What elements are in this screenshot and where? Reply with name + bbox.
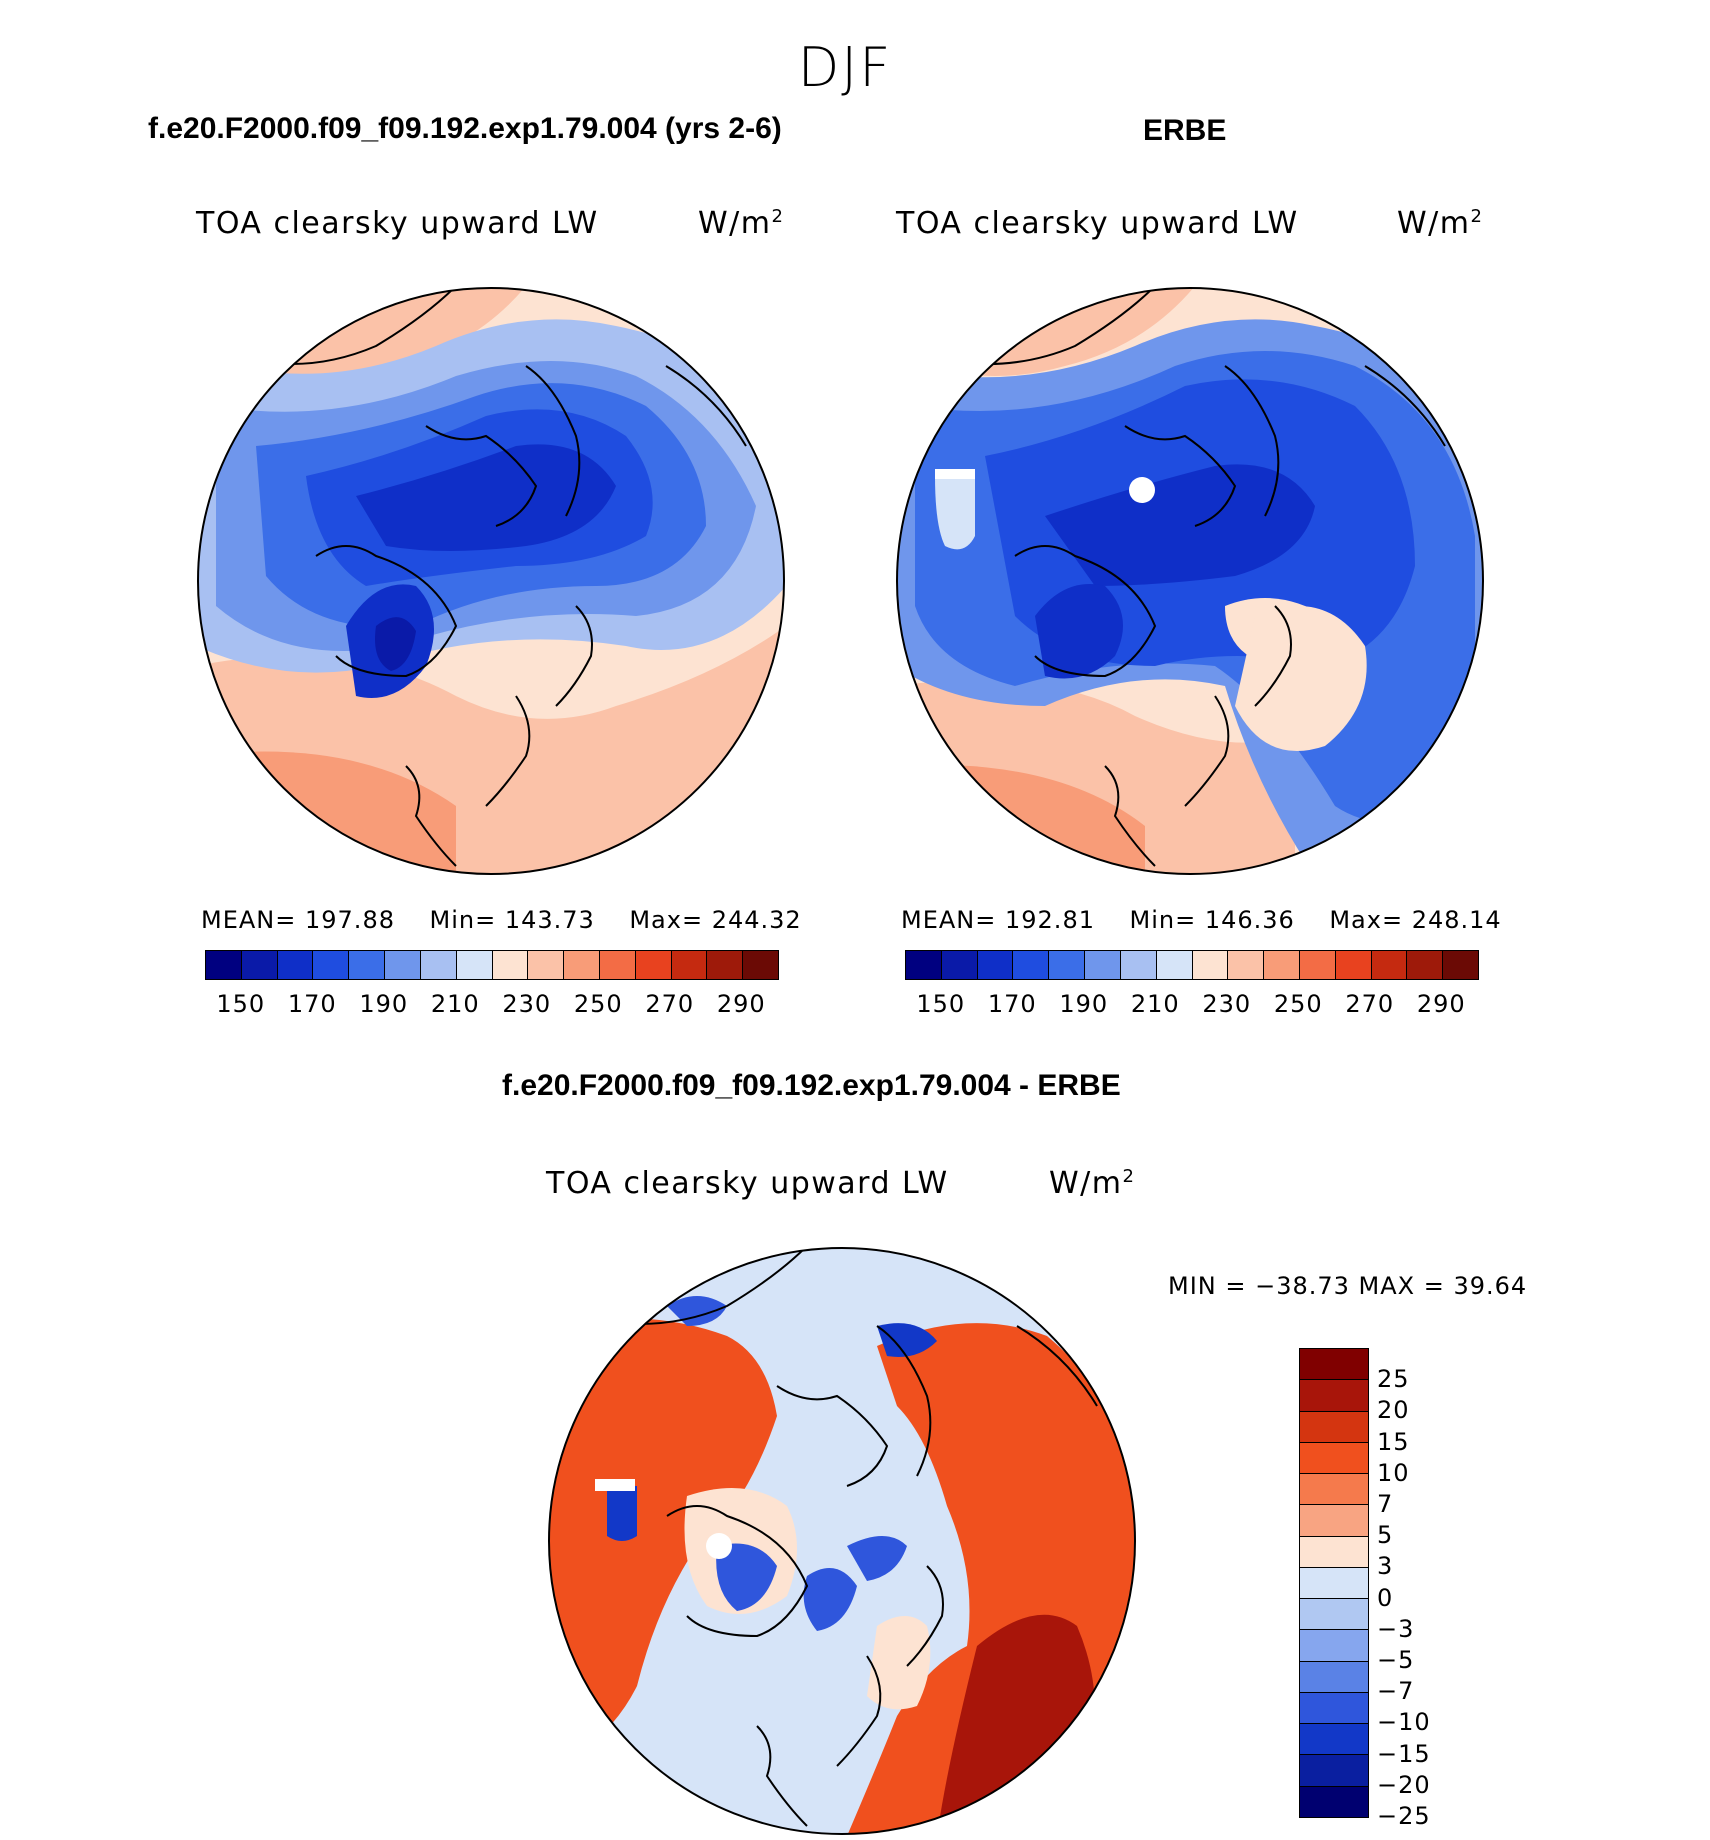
obs-colorbar-tick-label: 150 <box>916 990 966 1018</box>
obs-subtitle: TOA clearsky upward LW <box>896 206 1299 241</box>
obs-colorbar-tick-label: 270 <box>1345 990 1395 1018</box>
season-title: DJF <box>797 36 893 99</box>
diff-colorbar-tick-label: −25 <box>1377 1802 1431 1830</box>
obs-colorbar-segment <box>1156 951 1193 979</box>
model-colorbar-tick-label: 230 <box>502 990 552 1018</box>
diff-colorbar-tick-label: 7 <box>1377 1490 1394 1518</box>
obs-colorbar-segment <box>1228 951 1265 979</box>
diff-colorbar-segment <box>1300 1630 1368 1662</box>
diff-colorbar-segment <box>1300 1505 1368 1537</box>
model-colorbar-segment <box>241 951 278 979</box>
diff-colorbar-segment <box>1300 1442 1368 1475</box>
diff-colorbar <box>1299 1348 1369 1818</box>
diff-colorbar-tick-label: −10 <box>1377 1708 1431 1737</box>
model-colorbar-segment <box>492 951 529 979</box>
diff-unit: W/m2 <box>1049 1166 1136 1201</box>
diff-colorbar-tick-label: 0 <box>1377 1583 1394 1612</box>
diff-colorbar-segment <box>1300 1599 1368 1631</box>
model-colorbar-segment <box>206 951 242 979</box>
diff-colorbar-segment <box>1300 1692 1368 1725</box>
obs-stats: MEAN= 192.81 Min= 146.36 Max= 248.14 <box>901 906 1502 934</box>
obs-colorbar-tick-label: 250 <box>1273 990 1323 1018</box>
diff-colorbar-tick-label: −15 <box>1377 1739 1431 1768</box>
model-colorbar-tick-label: 190 <box>359 990 409 1018</box>
model-subtitle: TOA clearsky upward LW <box>196 206 599 241</box>
obs-colorbar-segment <box>906 951 942 979</box>
diff-colorbar-tick-label: 15 <box>1377 1427 1410 1456</box>
obs-colorbar-segment <box>1085 951 1121 979</box>
model-colorbar-segment <box>528 951 565 979</box>
obs-colorbar-segment <box>1407 951 1444 979</box>
diff-panel-header: f.e20.F2000.f09_f09.192.exp1.79.004 - ER… <box>502 1069 1121 1102</box>
diff-colorbar-tick-label: −20 <box>1377 1770 1431 1799</box>
model-panel-header: f.e20.F2000.f09_f09.192.exp1.79.004 (yrs… <box>148 112 782 145</box>
diff-colorbar-tick-label: 25 <box>1377 1365 1410 1394</box>
model-colorbar-segment <box>707 951 744 979</box>
diff-colorbar-tick-label: 5 <box>1377 1521 1394 1550</box>
obs-colorbar-tick-label: 290 <box>1416 990 1466 1018</box>
obs-colorbar-segment <box>1013 951 1050 979</box>
obs-colorbar-segment <box>941 951 978 979</box>
diff-polar-map <box>548 1247 1136 1835</box>
diff-colorbar-segment <box>1300 1661 1368 1693</box>
obs-colorbar-segment <box>1371 951 1408 979</box>
diff-colorbar-tick-label: −3 <box>1377 1614 1415 1643</box>
model-colorbar-segment <box>456 951 493 979</box>
diff-colorbar-segment <box>1300 1567 1368 1600</box>
diff-colorbar-tick-label: 10 <box>1377 1458 1410 1487</box>
obs-colorbar-segment <box>1264 951 1300 979</box>
model-colorbar-tick-label: 170 <box>287 990 337 1018</box>
diff-colorbar-segment <box>1300 1536 1368 1568</box>
model-colorbar-tick-label: 250 <box>573 990 623 1018</box>
obs-panel-header: ERBE <box>1143 114 1227 147</box>
diff-colorbar-tick-label: 20 <box>1377 1396 1410 1425</box>
model-stats: MEAN= 197.88 Min= 143.73 Max= 244.32 <box>201 906 802 934</box>
model-unit: W/m2 <box>698 206 785 241</box>
diff-colorbar-tick-label: −5 <box>1377 1646 1415 1674</box>
obs-colorbar-segment <box>1335 951 1372 979</box>
diff-stats: MIN = −38.73 MAX = 39.64 <box>1168 1272 1528 1300</box>
obs-colorbar-segment <box>1443 951 1478 979</box>
model-colorbar-tick-label: 210 <box>430 990 480 1018</box>
obs-colorbar-segment <box>1299 951 1336 979</box>
model-colorbar-tick-label: 270 <box>645 990 695 1018</box>
diff-colorbar-segment <box>1300 1724 1368 1756</box>
model-colorbar-segment <box>743 951 778 979</box>
model-colorbar-tick-label: 150 <box>216 990 266 1018</box>
model-colorbar-segment <box>313 951 350 979</box>
obs-colorbar-segment <box>977 951 1014 979</box>
model-colorbar-segment <box>599 951 636 979</box>
model-colorbar-segment <box>564 951 600 979</box>
model-polar-map <box>197 287 785 875</box>
model-colorbar-segment <box>671 951 708 979</box>
diff-colorbar-segment <box>1300 1380 1368 1412</box>
obs-polar-map <box>896 287 1484 875</box>
model-colorbar-segment <box>385 951 421 979</box>
obs-colorbar-tick-label: 210 <box>1130 990 1180 1018</box>
diff-subtitle: TOA clearsky upward LW <box>546 1166 949 1201</box>
obs-colorbar-tick-label: 190 <box>1059 990 1109 1018</box>
obs-colorbar-segment <box>1120 951 1157 979</box>
model-colorbar-segment <box>635 951 672 979</box>
obs-colorbar-segment <box>1192 951 1229 979</box>
obs-colorbar-segment <box>1049 951 1086 979</box>
diff-colorbar-segment <box>1300 1474 1368 1506</box>
diff-colorbar-tick-label: 3 <box>1377 1552 1394 1581</box>
obs-unit: W/m2 <box>1397 206 1484 241</box>
diff-colorbar-segment <box>1300 1411 1368 1443</box>
obs-colorbar-tick-label: 230 <box>1202 990 1252 1018</box>
diff-colorbar-segment <box>1300 1755 1368 1787</box>
model-colorbar-tick-label: 290 <box>716 990 766 1018</box>
obs-colorbar <box>905 950 1479 980</box>
model-colorbar-segment <box>277 951 314 979</box>
model-colorbar <box>205 950 779 980</box>
model-colorbar-segment <box>349 951 386 979</box>
obs-colorbar-tick-label: 170 <box>987 990 1037 1018</box>
diff-colorbar-segment <box>1300 1349 1368 1381</box>
diff-colorbar-tick-label: −7 <box>1377 1677 1415 1706</box>
model-colorbar-segment <box>420 951 457 979</box>
diff-colorbar-segment <box>1300 1786 1368 1817</box>
